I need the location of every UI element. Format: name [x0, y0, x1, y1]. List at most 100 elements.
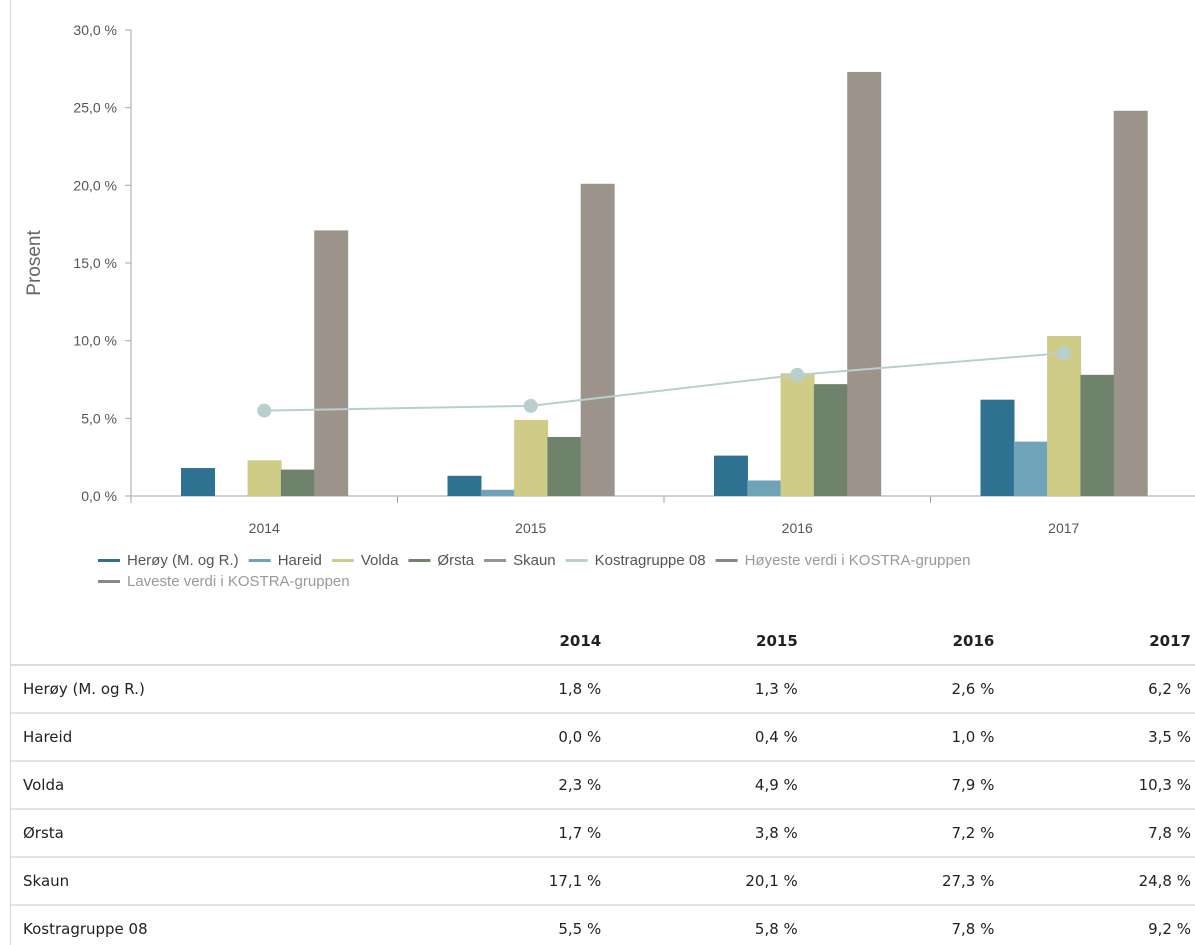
- table-cell: 27,3 %: [801, 857, 999, 906]
- row-name: Skaun: [11, 857, 409, 906]
- line-series: [257, 346, 1071, 418]
- table-cell: 20,1 %: [605, 857, 802, 906]
- legend-label: Ørsta: [437, 552, 474, 569]
- row-name: Volda: [11, 761, 409, 810]
- bar: [1047, 336, 1082, 496]
- table-cell: 7,9 %: [801, 761, 999, 810]
- table-cell: 7,8 %: [998, 809, 1195, 858]
- table-cell: 2,6 %: [801, 665, 999, 714]
- table-cell: 1,7 %: [408, 809, 606, 858]
- table-cell: 24,8 %: [998, 857, 1195, 906]
- bar: [280, 469, 315, 496]
- legend-swatch: [248, 559, 271, 562]
- legend-swatch: [565, 559, 588, 562]
- table-cell: 6,2 %: [998, 665, 1195, 714]
- bar: [314, 230, 349, 496]
- table-row: Kostragruppe 08 5,5 % 5,8 % 7,8 % 9,2 %: [11, 905, 1195, 945]
- y-tick-label: 15,0 %: [73, 255, 117, 271]
- legend-swatch: [715, 559, 738, 562]
- table-cell: 1,8 %: [408, 665, 606, 714]
- left-divider: [10, 0, 11, 945]
- bar: [181, 468, 215, 496]
- table-row: Skaun 17,1 % 20,1 % 27,3 % 24,8 %: [11, 857, 1195, 906]
- row-name: Hareid: [11, 713, 409, 762]
- bar: [747, 480, 782, 496]
- bar: [1080, 374, 1115, 496]
- y-tick-label: 25,0 %: [73, 100, 117, 116]
- table-header-year: 2017: [998, 617, 1195, 666]
- x-tick-label: 2016: [782, 520, 813, 536]
- legend-label: Laveste verdi i KOSTRA-gruppen: [127, 573, 350, 590]
- table-header-year: 2016: [801, 617, 999, 666]
- row-name: Kostragruppe 08: [11, 905, 409, 945]
- bar: [247, 460, 282, 496]
- bar: [847, 71, 882, 496]
- table-cell: 3,8 %: [605, 809, 802, 858]
- x-tick-label: 2014: [249, 520, 280, 536]
- legend-label: Kostragruppe 08: [595, 552, 706, 569]
- table-cell: 17,1 %: [408, 857, 606, 906]
- y-tick-label: 0,0 %: [81, 488, 117, 504]
- legend-swatch: [484, 559, 507, 562]
- y-tick-label: 10,0 %: [73, 333, 117, 349]
- bar: [780, 373, 815, 496]
- y-tick-label: 20,0 %: [73, 177, 117, 193]
- table-row: Hareid 0,0 % 0,4 % 1,0 % 3,5 %: [11, 713, 1195, 762]
- table-header-year: 2015: [605, 617, 802, 666]
- table-header-row: 2014 2015 2016 2017: [11, 617, 1195, 666]
- table-cell: 0,0 %: [408, 713, 606, 762]
- legend-swatch: [98, 580, 120, 583]
- legend-label: Hareid: [278, 552, 322, 569]
- line-point: [523, 398, 538, 413]
- legend-label: Volda: [361, 552, 399, 569]
- table-cell: 5,8 %: [605, 905, 802, 945]
- legend-label: Herøy (M. og R.): [127, 552, 239, 569]
- bar: [1113, 110, 1148, 497]
- bar: [813, 384, 848, 496]
- table-row: Ørsta 1,7 % 3,8 % 7,2 % 7,8 %: [11, 809, 1195, 858]
- bar: [980, 399, 1015, 496]
- table-cell: 7,8 %: [801, 905, 999, 945]
- data-table: 2014 2015 2016 2017 Herøy (M. og R.) 1,8…: [11, 617, 1195, 945]
- line-point: [1056, 346, 1071, 361]
- legend: Herøy (M. og R.) Hareid Volda Ørsta Skaun Kos…: [98, 552, 971, 590]
- table-cell: 9,2 %: [998, 905, 1195, 945]
- table-cell: 5,5 %: [408, 905, 606, 945]
- table-header-name: [11, 617, 409, 666]
- y-axis: 0,0 % 5,0 % 10,0 % 15,0 % 20,0 % 25,0 % 30,0 %…: [24, 22, 132, 504]
- table-cell: 10,3 %: [998, 761, 1195, 810]
- line-point: [790, 367, 805, 382]
- table-row: Volda 2,3 % 4,9 % 7,9 % 10,3 %: [11, 761, 1195, 810]
- legend-swatch: [331, 559, 354, 562]
- bar: [580, 183, 615, 496]
- bar-series: [181, 71, 1148, 497]
- x-axis: 2014 2015 2016 2017: [130, 495, 1195, 536]
- legend-label: Skaun: [513, 552, 556, 569]
- bar: [547, 436, 582, 496]
- table-cell: 3,5 %: [998, 713, 1195, 762]
- table-header-year: 2014: [408, 617, 606, 666]
- legend-swatch: [408, 559, 431, 562]
- table-cell: 1,3 %: [605, 665, 802, 714]
- y-tick-label: 30,0 %: [73, 22, 117, 38]
- row-name: Ørsta: [11, 809, 409, 858]
- x-tick-label: 2015: [515, 520, 546, 536]
- table-cell: 7,2 %: [801, 809, 999, 858]
- bar-chart: 0,0 % 5,0 % 10,0 % 15,0 % 20,0 % 25,0 % 30,0 %…: [24, 22, 1195, 590]
- row-name: Herøy (M. og R.): [11, 665, 409, 714]
- bar: [480, 489, 515, 496]
- line-point: [257, 403, 272, 418]
- table-cell: 2,3 %: [408, 761, 606, 810]
- bar: [514, 419, 549, 496]
- table-row: Herøy (M. og R.) 1,8 % 1,3 % 2,6 % 6,2 %: [11, 665, 1195, 714]
- bar: [447, 475, 482, 496]
- y-axis-title: Prosent: [24, 230, 45, 296]
- y-tick-label: 5,0 %: [81, 410, 117, 426]
- table-cell: 1,0 %: [801, 713, 999, 762]
- legend-swatch: [98, 559, 120, 562]
- bar: [714, 455, 748, 496]
- bar: [1013, 441, 1048, 496]
- x-tick-label: 2017: [1048, 520, 1079, 536]
- series-line: [264, 352, 1064, 412]
